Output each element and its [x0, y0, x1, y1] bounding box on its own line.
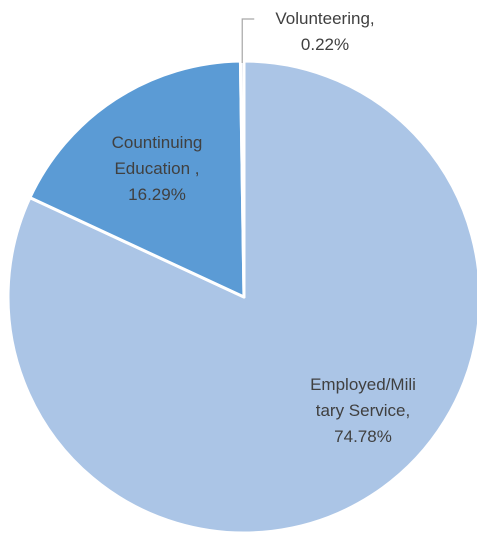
slice-label-continuing-education: Countinuing Education , 16.29% [111, 133, 203, 204]
slice-label-employed: Employed/Mili tary Service, 74.78% [310, 375, 416, 446]
pie-slices [6, 59, 477, 533]
slice-label-volunteering: Volunteering, 0.22% [275, 9, 375, 54]
volunteering-leader-line [241, 18, 255, 64]
pie-slice-continuing-education [28, 59, 246, 299]
